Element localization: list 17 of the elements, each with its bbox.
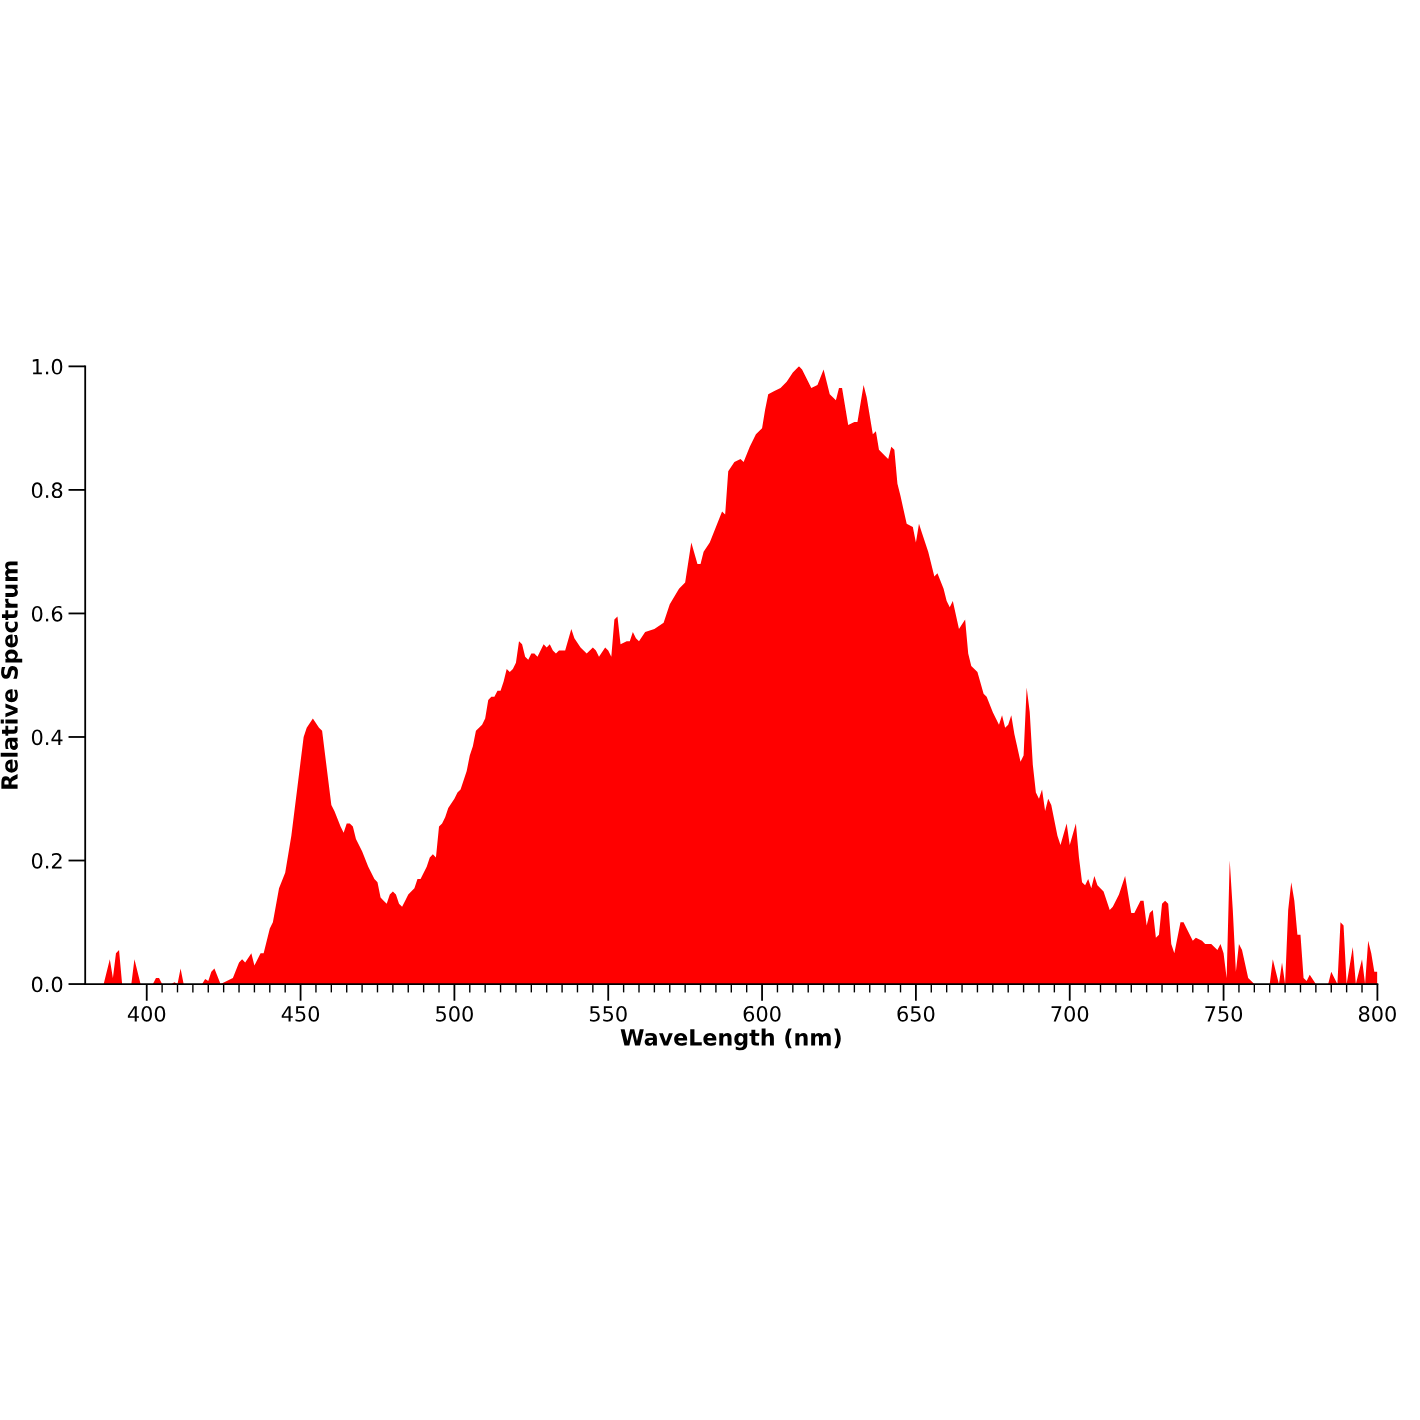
y-tick-label: 0.8 <box>31 482 63 499</box>
y-tick-label: 0.4 <box>31 729 63 746</box>
x-tick-label: 400 <box>127 1005 166 1022</box>
x-tick-label: 800 <box>1358 1005 1396 1022</box>
y-axis-title: Relative Spectrum <box>0 561 23 789</box>
x-tick-label: 750 <box>1205 1005 1243 1022</box>
y-tick-label: 0.2 <box>31 852 62 869</box>
x-tick-label: 500 <box>436 1005 473 1022</box>
x-tick-label: 550 <box>589 1005 627 1022</box>
x-tick-label: 600 <box>743 1005 781 1022</box>
x-tick-label: 450 <box>281 1005 320 1022</box>
y-tick-label: 0.6 <box>31 605 63 622</box>
y-tick-label: 1.0 <box>32 358 63 375</box>
x-tick-label: 650 <box>897 1005 935 1022</box>
y-tick-label: 0.0 <box>31 976 63 993</box>
x-axis-title: WaveLength (nm) <box>620 1028 841 1051</box>
x-tick-label: 700 <box>1051 1005 1089 1022</box>
